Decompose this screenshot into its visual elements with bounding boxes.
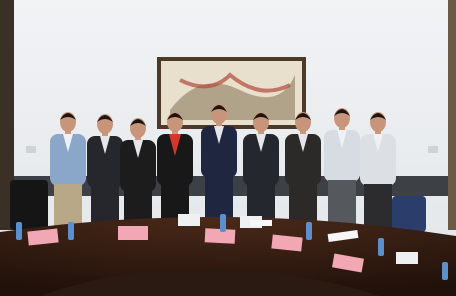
- legs: [54, 184, 82, 229]
- water-bottle: [306, 222, 312, 240]
- page: {} (() => { const ns = 'http://www.w3.or…: [0, 0, 456, 296]
- chair: [10, 180, 48, 230]
- tissue-box: [396, 252, 418, 264]
- legs: [328, 180, 356, 225]
- water-bottle: [16, 222, 22, 240]
- chair: [392, 196, 426, 232]
- water-bottle: [220, 214, 226, 232]
- legs: [364, 184, 392, 229]
- water-bottle: [68, 222, 74, 240]
- papers: [250, 220, 272, 226]
- water-bottle: [378, 238, 384, 256]
- name-card: [118, 226, 148, 240]
- outlet: [428, 146, 438, 153]
- photo: [0, 0, 456, 296]
- door-right: [448, 0, 456, 230]
- tissue-box: [178, 214, 200, 226]
- name-card: [205, 228, 236, 244]
- outlet: [26, 146, 36, 153]
- water-bottle: [442, 262, 448, 280]
- legs: [205, 176, 233, 221]
